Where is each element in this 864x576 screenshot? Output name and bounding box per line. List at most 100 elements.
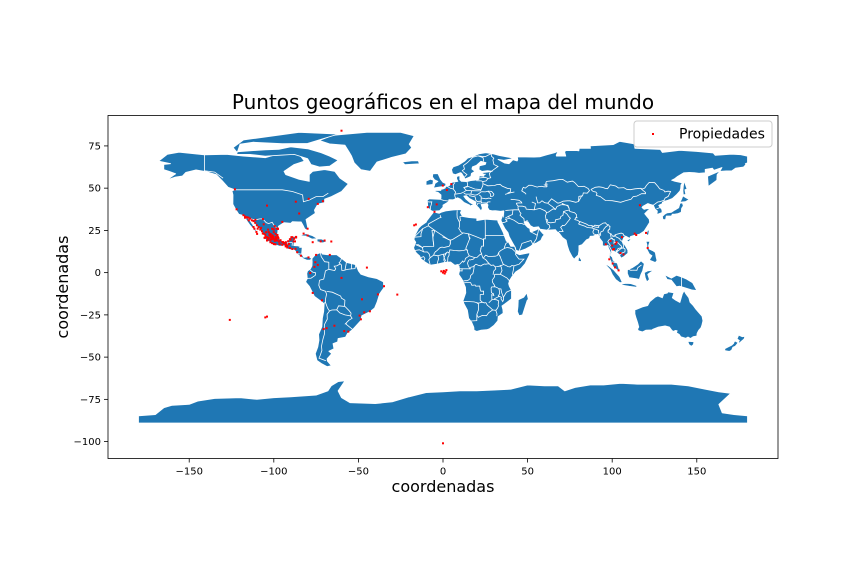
property-point xyxy=(414,223,417,226)
property-point xyxy=(316,202,319,205)
country-border xyxy=(612,261,617,264)
property-point xyxy=(321,200,324,203)
property-point xyxy=(294,240,296,243)
property-point xyxy=(445,269,448,272)
property-point xyxy=(635,234,638,236)
country-border xyxy=(478,194,482,202)
country-border xyxy=(463,186,482,191)
property-point xyxy=(302,232,305,235)
country-border xyxy=(487,190,495,197)
country-border xyxy=(501,216,510,224)
property-point xyxy=(295,235,298,238)
country-border xyxy=(607,238,612,257)
country-border xyxy=(448,249,468,253)
country-border xyxy=(482,183,512,194)
property-point xyxy=(256,227,259,230)
y-tick-label: 25 xyxy=(88,226,101,237)
property-point xyxy=(252,226,255,228)
landmass-taiwan xyxy=(646,229,650,236)
x-tick-label: 100 xyxy=(603,467,622,478)
property-point xyxy=(261,232,264,235)
property-point xyxy=(259,228,262,231)
property-point xyxy=(273,225,276,228)
property-point xyxy=(268,234,271,236)
country-border xyxy=(515,240,534,252)
property-point xyxy=(271,236,274,239)
country-border xyxy=(498,288,505,303)
property-point xyxy=(316,263,319,266)
country-border xyxy=(505,198,523,211)
country-border xyxy=(504,191,515,195)
landmass-new-zealand-north xyxy=(734,330,746,344)
x-axis-label: coordenadas xyxy=(392,477,495,496)
property-point xyxy=(638,204,641,207)
landmass-ireland xyxy=(425,178,434,186)
country-border xyxy=(415,230,436,249)
country-border xyxy=(336,309,352,317)
property-point xyxy=(311,291,314,294)
country-border xyxy=(509,217,525,225)
country-border xyxy=(328,263,341,272)
property-point xyxy=(442,269,445,272)
property-point xyxy=(264,316,267,319)
map-plot-area xyxy=(138,129,748,445)
property-point xyxy=(426,206,429,209)
landmass-hispaniola xyxy=(316,238,328,244)
property-point xyxy=(260,226,263,229)
property-point xyxy=(309,272,312,274)
country-border xyxy=(616,247,626,256)
country-border xyxy=(495,310,498,317)
country-border xyxy=(318,280,328,304)
property-point xyxy=(254,221,257,224)
country-border xyxy=(481,190,494,197)
country-border xyxy=(640,181,672,202)
property-point xyxy=(433,210,436,213)
property-point xyxy=(604,243,607,246)
property-point xyxy=(262,223,265,226)
property-point xyxy=(442,271,444,274)
property-point xyxy=(614,242,617,245)
landmass-greenland xyxy=(319,132,415,172)
property-point xyxy=(319,240,322,243)
landmass-arctic-islands xyxy=(232,132,339,168)
landmass-java xyxy=(621,282,638,288)
landmass-madagascar xyxy=(517,292,529,317)
property-point xyxy=(611,244,614,247)
property-point xyxy=(611,262,614,265)
country-border xyxy=(628,264,642,271)
property-point xyxy=(313,265,316,268)
property-point xyxy=(321,299,323,302)
property-point xyxy=(328,253,331,256)
country-border xyxy=(429,254,440,265)
property-point xyxy=(233,188,236,191)
country-border xyxy=(653,199,665,206)
country-border xyxy=(442,236,451,241)
landmass-australia xyxy=(634,290,704,339)
landmass-great-britain xyxy=(432,173,447,189)
property-point xyxy=(264,235,267,238)
y-tick-label: −25 xyxy=(80,310,101,321)
legend-label: Propiedades xyxy=(679,127,765,143)
country-border xyxy=(311,258,313,260)
property-point xyxy=(293,237,296,240)
property-point xyxy=(242,214,245,217)
country-border xyxy=(244,217,279,230)
property-point xyxy=(441,184,444,187)
property-point xyxy=(445,189,448,191)
landmass-north-america xyxy=(158,151,349,261)
y-axis-label: coordenadas xyxy=(53,236,72,339)
property-point xyxy=(292,240,295,243)
country-border xyxy=(478,176,489,179)
y-tick-label: 50 xyxy=(88,184,101,195)
property-point xyxy=(315,253,318,256)
property-point xyxy=(617,269,620,272)
country-border xyxy=(481,197,492,200)
landmass-sakhalin xyxy=(682,180,688,196)
property-point xyxy=(271,242,274,245)
x-tick-label: −50 xyxy=(348,467,369,478)
property-point xyxy=(286,244,289,247)
property-point xyxy=(444,270,447,273)
property-point xyxy=(282,241,285,244)
property-point xyxy=(269,233,272,236)
country-border xyxy=(470,302,479,322)
